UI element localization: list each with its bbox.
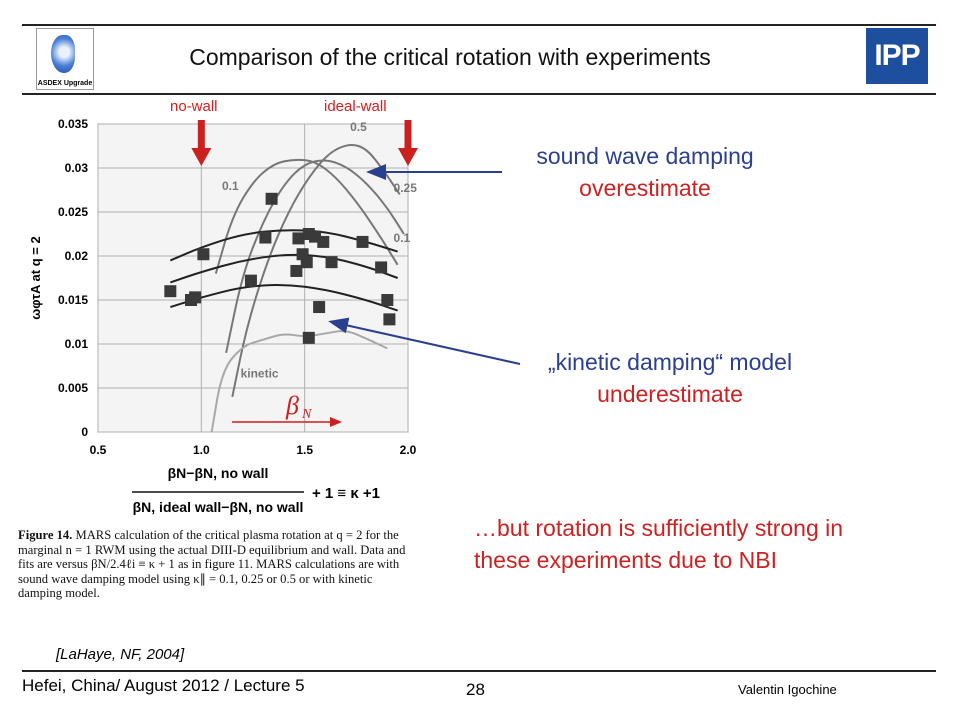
- sound-wave-line2: overestimate: [579, 175, 711, 201]
- x-axis-label-denominator: βN, ideal wall−βN, no wall: [133, 499, 304, 515]
- data-point: [375, 261, 388, 274]
- ipp-logo: IPP: [866, 28, 928, 84]
- y-tick-label: 0.025: [58, 205, 88, 219]
- y-tick-label: 0.03: [65, 161, 89, 175]
- curve-label: 0.5: [350, 120, 367, 134]
- footer-author: Valentin Igochine: [738, 682, 837, 697]
- no-wall-arrow-head: [191, 148, 212, 166]
- y-tick-label: 0.015: [58, 293, 88, 307]
- data-fit-curve: [170, 253, 399, 284]
- x-tick-label: 2.0: [400, 443, 417, 457]
- asdex-logo: ASDEX Upgrade: [36, 28, 94, 90]
- rotation-annotation: …but rotation is sufficiently strong in …: [474, 512, 944, 576]
- curve-label: 0.25: [394, 181, 418, 195]
- data-point: [317, 235, 330, 248]
- page-title: Comparison of the critical rotation with…: [189, 44, 711, 70]
- beta-subscript: N: [301, 407, 312, 422]
- data-point: [164, 285, 177, 298]
- model-curve-0-5: [231, 144, 401, 398]
- data-point: [325, 256, 338, 269]
- figure-caption: Figure 14. MARS calculation of the criti…: [18, 528, 418, 601]
- data-point: [189, 291, 202, 304]
- y-tick-label: 0.035: [58, 117, 88, 131]
- curve-label: 0.1: [394, 231, 411, 245]
- rotation-line1: …but rotation is sufficiently strong in: [474, 515, 844, 541]
- kinetic-line1: „kinetic damping“ model: [547, 349, 793, 375]
- page-number: 28: [466, 680, 485, 699]
- y-tick-label: 0.005: [58, 381, 88, 395]
- data-point: [296, 248, 309, 261]
- beta-arrow-head: [330, 417, 342, 427]
- y-tick-label: 0.01: [65, 337, 89, 351]
- footer-rule: [22, 670, 936, 672]
- data-point: [292, 232, 305, 245]
- curve-label: 0.1: [222, 179, 239, 193]
- footer-event: Hefei, China/ August 2012 / Lecture 5: [22, 676, 305, 695]
- no-wall-label: no-wall: [170, 98, 218, 115]
- y-tick-label: 0: [81, 425, 88, 439]
- sound-wave-line1: sound wave damping: [536, 143, 754, 169]
- beta-symbol: β: [285, 391, 299, 420]
- x-axis-label-numerator: βN−βN, no wall: [168, 465, 269, 481]
- data-point: [259, 231, 272, 244]
- kinetic-line2: underestimate: [597, 381, 743, 407]
- data-point: [302, 331, 315, 344]
- ideal-wall-arrow-head: [398, 148, 418, 166]
- data-point: [300, 256, 313, 269]
- data-point: [290, 264, 303, 277]
- data-point: [244, 274, 257, 287]
- data-point: [265, 192, 278, 205]
- curve-label: kinetic: [241, 366, 279, 380]
- x-tick-label: 1.0: [193, 443, 210, 457]
- data-point: [356, 235, 369, 248]
- x-tick-label: 1.5: [296, 443, 313, 457]
- critical-rotation-chart: 0.5 1.0 1.5 2.0 0 0.005 0.01 0.015 0.02 0.025 0.03…: [28, 117, 418, 515]
- y-axis-label: ωφτA at q = 2: [28, 236, 43, 319]
- model-curve-0-1: [214, 158, 399, 274]
- data-point: [383, 313, 396, 326]
- x-tick-label: 0.5: [90, 443, 107, 457]
- asdex-logo-text: ASDEX Upgrade: [37, 80, 93, 87]
- data-point: [381, 294, 394, 306]
- figure-caption-text: MARS calculation of the critical plasma …: [18, 528, 406, 601]
- sound-wave-annotation: sound wave damping overestimate: [500, 140, 790, 204]
- kinetic-arrow: [328, 317, 521, 365]
- plasma-logo-icon: [51, 35, 75, 73]
- data-point: [197, 248, 210, 261]
- x-axis-label-suffix: + 1 ≡ κ +1: [312, 485, 380, 502]
- header-rule: [22, 93, 936, 95]
- data-point: [313, 301, 326, 314]
- kinetic-annotation: „kinetic damping“ model underestimate: [510, 346, 830, 410]
- y-tick-label: 0.02: [65, 249, 89, 263]
- figure-caption-label: Figure 14.: [18, 528, 73, 542]
- model-curve-0-25: [225, 159, 405, 354]
- top-rule: [22, 24, 936, 26]
- reference: [LaHaye, NF, 2004]: [56, 646, 185, 663]
- rotation-line2: these experiments due to NBI: [474, 547, 777, 573]
- ideal-wall-label: ideal-wall: [324, 98, 387, 115]
